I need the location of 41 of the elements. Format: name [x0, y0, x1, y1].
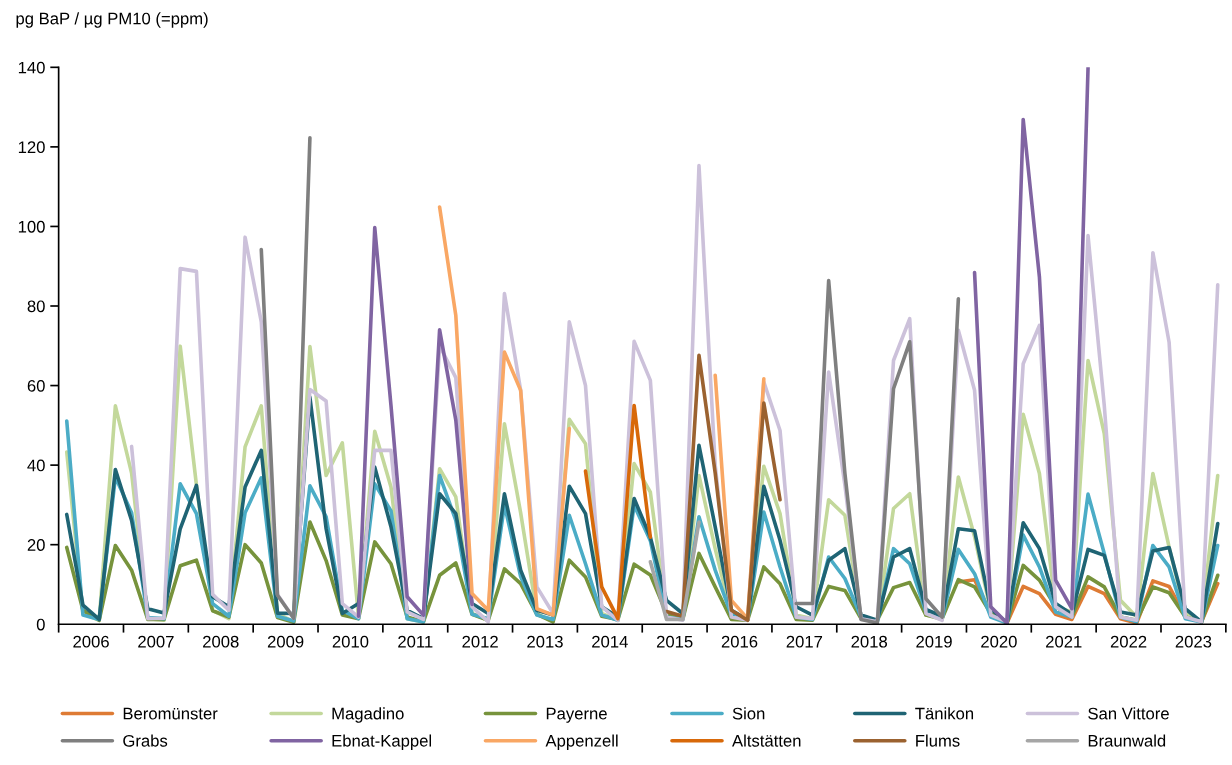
x-tick-label: 2008	[203, 635, 239, 648]
y-tick-label: 60	[27, 379, 45, 392]
x-tick-label: 2010	[332, 635, 369, 648]
y-tick-label: 100	[18, 220, 45, 233]
x-tick-label: 2011	[398, 635, 433, 648]
x-tick-label: 2016	[721, 635, 758, 648]
y-tick-label: 80	[27, 300, 45, 313]
legend-label: Ebnat-Kappel	[332, 734, 432, 750]
legend-label: Grabs	[123, 734, 168, 747]
x-tick-label: 2012	[462, 635, 498, 648]
legend-label: Tänikon	[915, 707, 974, 720]
line-series	[664, 353, 782, 623]
legend-label: Payerne	[546, 707, 607, 723]
y-tick-label: 140	[18, 61, 45, 74]
line-series	[583, 403, 653, 621]
x-tick-label: 2022	[1110, 635, 1147, 648]
y-tick-label: 0	[36, 618, 45, 631]
y-tick-label: 120	[18, 141, 45, 154]
legend-label: Altstätten	[732, 734, 801, 747]
x-tick-label: 2020	[981, 635, 1017, 648]
x-tick-label: 2014	[592, 635, 628, 648]
legend-label: San Vittore	[1088, 707, 1169, 720]
legend-label: Braunwald	[1088, 734, 1166, 747]
legend-label: Magadino	[332, 707, 404, 723]
legend-label: Beromünster	[123, 707, 218, 720]
x-tick-label: 2013	[527, 635, 563, 648]
x-tick-label: 2007	[138, 635, 174, 648]
x-tick-label: 2023	[1175, 635, 1212, 648]
legend-label: Sion	[732, 707, 765, 720]
x-tick-label: 2015	[656, 635, 693, 648]
x-tick-label: 2009	[267, 635, 304, 648]
x-tick-label: 2021	[1046, 635, 1082, 648]
y-axis-title: pg BaP / µg PM10 (=ppm)	[16, 12, 208, 28]
legend-label: Appenzell	[545, 734, 618, 750]
y-tick-label: 20	[27, 539, 45, 551]
y-tick-label: 40	[27, 459, 45, 472]
x-tick-label: 2017	[786, 635, 823, 648]
x-tick-label: 2006	[73, 635, 109, 648]
x-tick-label: 2018	[851, 635, 888, 648]
legend-label: Flums	[916, 734, 960, 747]
x-tick-label: 2019	[916, 635, 952, 648]
